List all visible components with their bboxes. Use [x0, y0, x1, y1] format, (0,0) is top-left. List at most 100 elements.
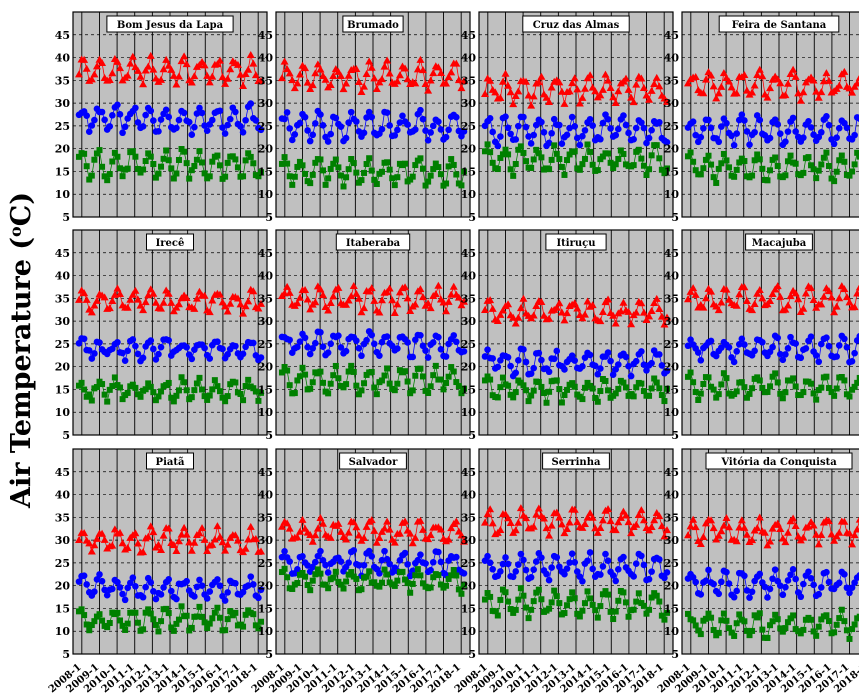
point-mean [165, 576, 173, 583]
point-max [313, 524, 322, 532]
point-max [311, 298, 320, 306]
point-mean [337, 123, 345, 130]
point-min [111, 149, 118, 156]
point-min [561, 610, 568, 617]
point-max [383, 517, 392, 525]
point-max [850, 303, 859, 311]
point-min [720, 150, 727, 157]
point-mean [332, 114, 340, 122]
point-mean [406, 572, 414, 580]
point-min [851, 621, 858, 628]
point-min [399, 568, 406, 575]
point-max [434, 281, 443, 289]
point-mean [761, 583, 769, 591]
point-max [588, 513, 597, 521]
point-max [722, 285, 731, 293]
y-tick-label: 5 [468, 429, 476, 442]
point-mean [586, 115, 594, 123]
point-min [366, 155, 373, 162]
point-min [165, 157, 172, 164]
point-max [634, 510, 643, 518]
point-min [332, 568, 339, 575]
point-max [604, 76, 613, 84]
point-mean [365, 547, 373, 555]
point-min [224, 616, 231, 623]
point-min [723, 617, 730, 624]
point-min [782, 389, 789, 396]
point-min [450, 368, 457, 375]
point-min [279, 160, 285, 167]
point-min [284, 367, 291, 374]
point-max [650, 298, 659, 306]
point-min [517, 143, 524, 150]
point-max [244, 65, 253, 73]
point-min [175, 387, 182, 394]
point-mean [568, 550, 576, 557]
y-tick-label: 30 [55, 534, 71, 547]
point-max [776, 524, 785, 532]
point-max [354, 78, 363, 86]
point-mean [247, 100, 255, 107]
panel-title-box [545, 233, 607, 251]
point-mean [422, 560, 429, 567]
point-mean [312, 120, 319, 127]
point-min [687, 369, 694, 376]
point-mean [543, 570, 550, 578]
point-mean [733, 130, 741, 137]
point-mean [723, 119, 730, 127]
point-max [90, 70, 99, 78]
point-mean [134, 350, 142, 358]
point-min [615, 385, 622, 392]
point-mean [769, 575, 776, 583]
point-min [800, 389, 807, 396]
point-mean [848, 584, 856, 591]
point-min [119, 622, 126, 629]
point-mean [817, 128, 825, 136]
point-max [411, 79, 420, 87]
point-min [199, 613, 206, 620]
y-tick-label: 45 [664, 247, 679, 260]
point-min [535, 150, 542, 157]
y-tick-label: 45 [461, 247, 476, 260]
point-max [190, 538, 199, 546]
y-tick-label: 25 [258, 120, 273, 133]
point-max [159, 531, 168, 539]
point-min [733, 388, 740, 395]
point-max [187, 78, 196, 86]
y-tick-label: 45 [55, 29, 70, 42]
point-mean [815, 590, 823, 598]
point-mean [124, 347, 132, 355]
point-max [167, 298, 176, 306]
point-min [723, 375, 730, 382]
point-min [206, 620, 213, 627]
point-max [632, 80, 641, 88]
point-min [494, 394, 501, 401]
point-min [340, 384, 347, 391]
point-min [581, 155, 588, 162]
point-max [146, 51, 155, 59]
point-max [732, 89, 741, 97]
point-mean [776, 350, 784, 358]
y-tick-label: 35 [664, 292, 679, 305]
point-min [530, 598, 537, 605]
point-mean [751, 128, 758, 136]
point-min [99, 381, 106, 388]
point-min [222, 627, 229, 634]
point-max [308, 81, 317, 89]
point-min [281, 154, 288, 161]
y-tick-label: 15 [258, 165, 273, 178]
point-mean [512, 568, 520, 575]
point-min [350, 368, 357, 375]
point-mean [638, 119, 645, 126]
y-tick-label: 35 [55, 74, 70, 87]
point-max [855, 75, 859, 81]
point-min [289, 585, 296, 592]
point-max [663, 526, 671, 534]
point-mean [247, 573, 255, 580]
point-max [689, 284, 698, 292]
point-min [255, 397, 262, 404]
point-mean [748, 588, 756, 596]
point-max [532, 510, 541, 518]
point-min [484, 373, 491, 380]
